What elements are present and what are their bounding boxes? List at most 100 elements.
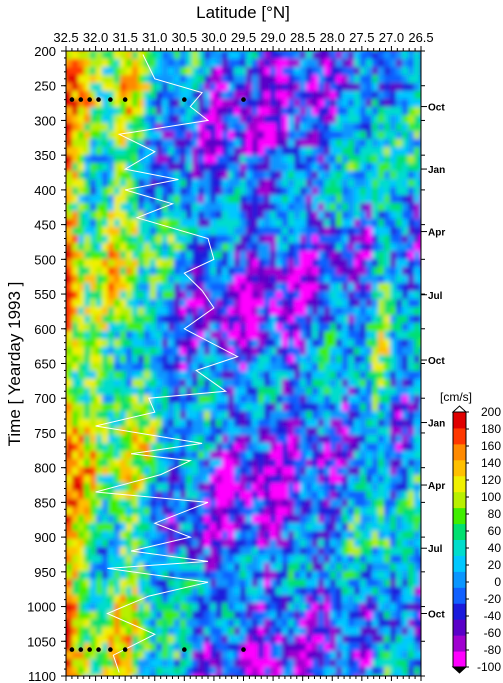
heatmap-cell — [66, 243, 73, 252]
heatmap-cell — [306, 443, 313, 452]
heatmap-cell — [216, 307, 223, 316]
heatmap-cell — [150, 547, 157, 556]
heatmap-cell — [228, 475, 235, 484]
heatmap-cell — [186, 643, 193, 652]
heatmap-cell — [198, 243, 205, 252]
heatmap-cell — [174, 67, 181, 76]
heatmap-cell — [228, 587, 235, 596]
heatmap-cell — [234, 51, 241, 60]
heatmap-cell — [366, 507, 373, 516]
heatmap-cell — [414, 195, 421, 204]
heatmap-cell — [378, 419, 385, 428]
heatmap-cell — [210, 187, 217, 196]
heatmap-cell — [324, 91, 331, 100]
heatmap-cell — [252, 507, 259, 516]
heatmap-cell — [312, 171, 319, 180]
heatmap-cell — [240, 187, 247, 196]
heatmap-cell — [288, 283, 295, 292]
heatmap-cell — [318, 427, 325, 436]
heatmap-cell — [162, 435, 169, 444]
heatmap-cell — [144, 299, 151, 308]
heatmap-cell — [336, 203, 343, 212]
heatmap-cell — [96, 219, 103, 228]
heatmap-cell — [120, 571, 127, 580]
heatmap-cell — [102, 123, 109, 132]
heatmap-cell — [132, 243, 139, 252]
heatmap-cell — [342, 627, 349, 636]
heatmap-cell — [174, 315, 181, 324]
heatmap-cell — [252, 67, 259, 76]
heatmap-cell — [90, 427, 97, 436]
heatmap-cell — [84, 667, 91, 676]
heatmap-cell — [282, 59, 289, 68]
heatmap-cell — [138, 571, 145, 580]
heatmap-cell — [378, 571, 385, 580]
heatmap-cell — [114, 619, 121, 628]
heatmap-cell — [66, 299, 73, 308]
heatmap-cell — [192, 539, 199, 548]
heatmap-cell — [264, 403, 271, 412]
heatmap-cell — [282, 395, 289, 404]
heatmap-cell — [402, 451, 409, 460]
heatmap-cell — [312, 67, 319, 76]
heatmap-cell — [354, 643, 361, 652]
heatmap-cell — [378, 115, 385, 124]
heatmap-cell — [150, 467, 157, 476]
heatmap-cell — [162, 619, 169, 628]
heatmap-cell — [84, 475, 91, 484]
heatmap-cell — [204, 443, 211, 452]
heatmap-cell — [192, 379, 199, 388]
heatmap-cell — [312, 275, 319, 284]
heatmap-cell — [264, 659, 271, 668]
heatmap-cell — [66, 387, 73, 396]
heatmap-cell — [414, 243, 421, 252]
heatmap-cell — [282, 595, 289, 604]
heatmap-cell — [66, 163, 73, 172]
heatmap-cell — [402, 107, 409, 116]
heatmap-cell — [180, 259, 187, 268]
heatmap-cell — [318, 363, 325, 372]
heatmap-cell — [90, 459, 97, 468]
heatmap-cell — [366, 651, 373, 660]
heatmap-cell — [312, 131, 319, 140]
heatmap-cell — [342, 83, 349, 92]
heatmap-cell — [144, 387, 151, 396]
heatmap-cell — [348, 467, 355, 476]
heatmap-cell — [384, 667, 391, 676]
heatmap-cell — [402, 379, 409, 388]
heatmap-cell — [330, 355, 337, 364]
heatmap-cell — [390, 387, 397, 396]
heatmap-cell — [372, 395, 379, 404]
heatmap-cell — [342, 491, 349, 500]
heatmap-cell — [72, 603, 79, 612]
heatmap-cell — [126, 267, 133, 276]
heatmap-cell — [324, 419, 331, 428]
heatmap-cell — [108, 163, 115, 172]
heatmap-cell — [396, 515, 403, 524]
heatmap-cell — [102, 659, 109, 668]
heatmap-cell — [330, 291, 337, 300]
heatmap-cell — [300, 251, 307, 260]
heatmap-cell — [354, 131, 361, 140]
heatmap-cell — [66, 499, 73, 508]
heatmap-cell — [288, 203, 295, 212]
heatmap-cell — [276, 315, 283, 324]
heatmap-cell — [282, 147, 289, 156]
heatmap-cell — [378, 523, 385, 532]
heatmap-cell — [144, 571, 151, 580]
heatmap-cell — [288, 627, 295, 636]
heatmap-cell — [228, 219, 235, 228]
heatmap-cell — [102, 515, 109, 524]
heatmap-cell — [72, 59, 79, 68]
heatmap-cell — [360, 75, 367, 84]
heatmap-cell — [126, 315, 133, 324]
heatmap-cell — [186, 635, 193, 644]
heatmap-cell — [378, 371, 385, 380]
heatmap-cell — [312, 139, 319, 148]
heatmap-cell — [330, 83, 337, 92]
heatmap-cell — [288, 619, 295, 628]
heatmap-cell — [348, 523, 355, 532]
heatmap-cell — [324, 203, 331, 212]
heatmap-cell — [222, 227, 229, 236]
heatmap-cell — [246, 467, 253, 476]
